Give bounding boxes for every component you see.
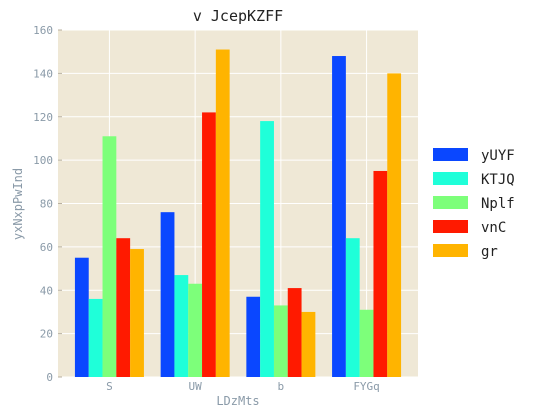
- bar-gr-S: [130, 249, 144, 377]
- bar-KTJQ-S: [88, 298, 103, 377]
- bar-yUYF-FYGq: [332, 56, 346, 378]
- legend-label-gr: gr: [481, 244, 498, 260]
- bar-vnC-UW: [202, 112, 216, 377]
- legend-label-vnC: vnC: [481, 220, 506, 236]
- bar-Nplf-S: [102, 136, 117, 377]
- bar-gr-b: [301, 311, 316, 377]
- y-axis-ticks: 0 20 40 60 80 100 120 140 160: [33, 24, 62, 384]
- y-tick-label: 140: [33, 67, 53, 80]
- y-tick-label: 20: [40, 328, 53, 341]
- x-tick-label: S: [106, 380, 113, 393]
- x-tick-label: FYGq: [353, 380, 380, 393]
- legend-swatch-vnC: [433, 220, 468, 233]
- y-tick-label: 120: [33, 111, 53, 124]
- y-tick-label: 160: [33, 24, 53, 37]
- bar-Nplf-UW: [188, 283, 203, 377]
- legend-swatch-KTJQ: [433, 172, 468, 185]
- bar-Nplf-FYGq: [359, 309, 374, 377]
- x-tick-label: b: [278, 380, 285, 393]
- bar-vnC-b: [287, 288, 302, 377]
- y-tick-label: 0: [46, 371, 53, 384]
- bar-KTJQ-UW: [174, 275, 189, 377]
- bars: [74, 49, 402, 378]
- legend: yUYF KTJQ Nplf vnC gr: [433, 148, 515, 260]
- legend-swatch-Nplf: [433, 196, 468, 209]
- bar-yUYF-b: [246, 296, 261, 377]
- y-tick-label: 100: [33, 154, 53, 167]
- legend-swatch-yUYF: [433, 148, 468, 161]
- chart-title: v JcepKZFF: [193, 7, 283, 25]
- bar-gr-UW: [215, 49, 230, 378]
- bar-vnC-S: [116, 238, 131, 377]
- x-tick-label: UW: [189, 380, 203, 393]
- bar-Nplf-b: [273, 305, 288, 377]
- y-tick-label: 80: [40, 198, 53, 211]
- x-axis-ticks: S UW b FYGq: [106, 380, 380, 393]
- bar-yUYF-UW: [160, 212, 175, 377]
- bar-vnC-FYGq: [373, 170, 388, 377]
- legend-label-yUYF: yUYF: [481, 148, 515, 164]
- bar-gr-FYGq: [387, 73, 402, 377]
- bar-KTJQ-b: [260, 121, 274, 378]
- bar-KTJQ-FYGq: [345, 238, 360, 377]
- x-axis-label: LDzMts: [216, 394, 259, 408]
- y-axis-label: yxNxpPwInd: [11, 168, 25, 240]
- y-tick-label: 60: [40, 241, 53, 254]
- legend-swatch-gr: [433, 244, 468, 257]
- legend-label-KTJQ: KTJQ: [481, 172, 515, 188]
- y-tick-label: 40: [40, 284, 53, 297]
- bar-yUYF-S: [74, 257, 89, 377]
- legend-label-Nplf: Nplf: [481, 196, 515, 212]
